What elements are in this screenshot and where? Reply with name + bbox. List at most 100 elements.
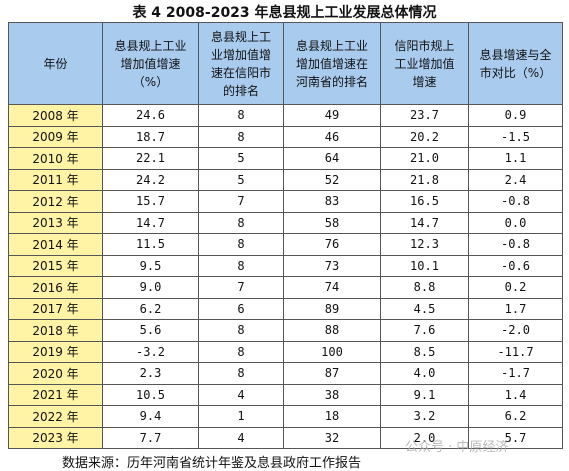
value-cell: 10.1 [380, 254, 469, 277]
value-cell: 4 [198, 426, 284, 449]
year-cell: 2008 年 [8, 104, 103, 127]
value-cell: 11.5 [102, 233, 199, 256]
value-cell: 2.0 [380, 426, 469, 449]
value-cell: 22.1 [102, 147, 199, 170]
value-cell: 18.7 [102, 125, 199, 148]
value-cell: 83 [283, 190, 381, 213]
value-cell: 5.6 [102, 319, 199, 342]
value-cell: 9.5 [102, 254, 199, 277]
value-cell: -11.7 [468, 340, 563, 363]
year-cell: 2012 年 [8, 190, 103, 213]
year-cell: 2021 年 [8, 383, 103, 406]
table-row: 2012 年 15.7 7 83 16.5 -0.8 [8, 190, 563, 213]
year-cell: 2011 年 [8, 168, 103, 191]
table-row: 2022 年 9.4 1 18 3.2 6.2 [8, 405, 563, 428]
value-cell: 0.0 [468, 211, 563, 234]
value-cell: 24.6 [102, 104, 199, 127]
table-row: 2009 年 18.7 8 46 20.2 -1.5 [8, 125, 563, 148]
value-cell: 8 [198, 125, 284, 148]
value-cell: 7 [198, 190, 284, 213]
value-cell: 8.5 [380, 340, 469, 363]
value-cell: 14.7 [380, 211, 469, 234]
value-cell: 2.3 [102, 362, 199, 385]
value-cell: 3.2 [380, 405, 469, 428]
value-cell: 4 [198, 383, 284, 406]
year-cell: 2016 年 [8, 276, 103, 299]
value-cell: 64 [283, 147, 381, 170]
value-cell: 76 [283, 233, 381, 256]
value-cell: -3.2 [102, 340, 199, 363]
year-cell: 2018 年 [8, 319, 103, 342]
table-row: 2023 年 7.7 4 32 2.0 5.7 [8, 426, 563, 449]
year-cell: 2022 年 [8, 405, 103, 428]
table-row: 2015 年 9.5 8 73 10.1 -0.6 [8, 254, 563, 277]
value-cell: 6.2 [102, 297, 199, 320]
value-cell: 4.5 [380, 297, 469, 320]
value-cell: 1.1 [468, 147, 563, 170]
value-cell: 58 [283, 211, 381, 234]
source-note: 数据来源：历年河南省统计年鉴及息县政府工作报告 [62, 456, 362, 471]
year-cell: 2017 年 [8, 297, 103, 320]
value-cell: 7.7 [102, 426, 199, 449]
value-cell: 5 [198, 147, 284, 170]
value-cell: 8 [198, 319, 284, 342]
value-cell: 20.2 [380, 125, 469, 148]
value-cell: 74 [283, 276, 381, 299]
value-cell: 8 [198, 362, 284, 385]
value-cell: 73 [283, 254, 381, 277]
value-cell: 8 [198, 233, 284, 256]
value-cell: 8 [198, 211, 284, 234]
header-row: 年份 息县规上工业增加值增速（%） 息县规上工业增加值增速在信阳市的排名 息县规上工业… [8, 22, 563, 105]
value-cell: 10.5 [102, 383, 199, 406]
value-cell: 0.9 [468, 104, 563, 127]
year-cell: 2023 年 [8, 426, 103, 449]
value-cell: 88 [283, 319, 381, 342]
value-cell: 1.7 [468, 297, 563, 320]
value-cell: 18 [283, 405, 381, 428]
value-cell: 21.0 [380, 147, 469, 170]
table-title: 表 4 2008-2023 年息县规上工业发展总体情况 [132, 5, 437, 21]
value-cell: 1.4 [468, 383, 563, 406]
value-cell: 5.7 [468, 426, 563, 449]
value-cell: 8 [198, 340, 284, 363]
year-cell: 2015 年 [8, 254, 103, 277]
value-cell: -0.8 [468, 233, 563, 256]
value-cell: 23.7 [380, 104, 469, 127]
value-cell: 1 [198, 405, 284, 428]
value-cell: 7 [198, 276, 284, 299]
value-cell: 8 [198, 104, 284, 127]
table-row: 2021 年 10.5 4 38 9.1 1.4 [8, 383, 563, 406]
value-cell: 0.2 [468, 276, 563, 299]
table-row: 2016 年 9.0 7 74 8.8 0.2 [8, 276, 563, 299]
value-cell: 5 [198, 168, 284, 191]
year-cell: 2013 年 [8, 211, 103, 234]
header-cell: 息县规上工业增加值增速（%） [102, 22, 199, 105]
value-cell: 2.4 [468, 168, 563, 191]
value-cell: 7.6 [380, 319, 469, 342]
value-cell: 16.5 [380, 190, 469, 213]
value-cell: 6 [198, 297, 284, 320]
year-cell: 2019 年 [8, 340, 103, 363]
value-cell: 38 [283, 383, 381, 406]
header-cell: 息县规上工业增加值增速在河南省的排名 [283, 22, 381, 105]
value-cell: 8 [198, 254, 284, 277]
value-cell: 100 [283, 340, 381, 363]
value-cell: 89 [283, 297, 381, 320]
data-table: 年份 息县规上工业增加值增速（%） 息县规上工业增加值增速在信阳市的排名 息县规上工业… [8, 22, 563, 449]
value-cell: 21.8 [380, 168, 469, 191]
table-row: 2013 年 14.7 8 58 14.7 0.0 [8, 211, 563, 234]
value-cell: 9.0 [102, 276, 199, 299]
value-cell: 9.4 [102, 405, 199, 428]
value-cell: 52 [283, 168, 381, 191]
year-cell: 2014 年 [8, 233, 103, 256]
value-cell: -2.0 [468, 319, 563, 342]
value-cell: 4.0 [380, 362, 469, 385]
value-cell: 14.7 [102, 211, 199, 234]
table-row: 2018 年 5.6 8 88 7.6 -2.0 [8, 319, 563, 342]
value-cell: 12.3 [380, 233, 469, 256]
table-row: 2014 年 11.5 8 76 12.3 -0.8 [8, 233, 563, 256]
value-cell: -1.5 [468, 125, 563, 148]
value-cell: 15.7 [102, 190, 199, 213]
value-cell: 46 [283, 125, 381, 148]
